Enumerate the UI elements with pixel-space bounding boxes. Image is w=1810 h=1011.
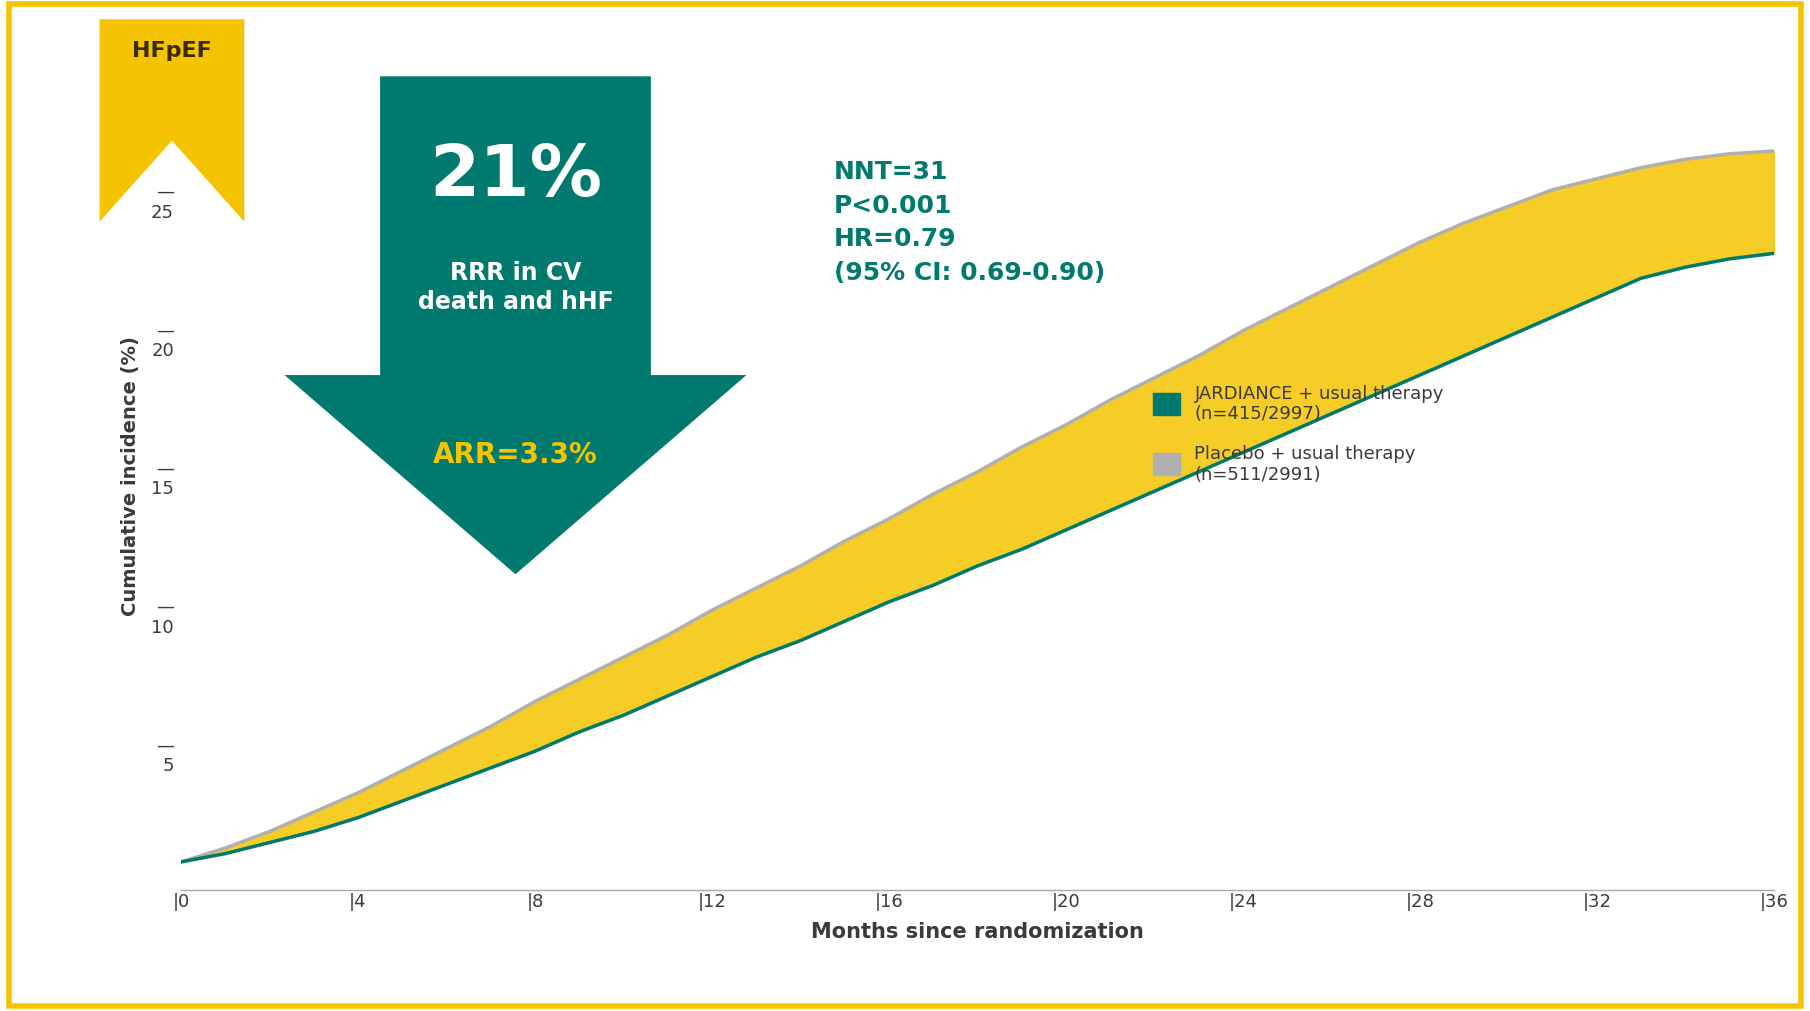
Y-axis label: Cumulative incidence (%): Cumulative incidence (%) <box>121 336 139 615</box>
Text: ARR=3.3%: ARR=3.3% <box>433 441 597 469</box>
Text: RRR in CV
death and hHF: RRR in CV death and hHF <box>418 260 614 314</box>
Legend: JARDIANCE + usual therapy
(n=415/2997), Placebo + usual therapy
(n=511/2991): JARDIANCE + usual therapy (n=415/2997), … <box>1146 377 1452 490</box>
X-axis label: Months since randomization: Months since randomization <box>811 922 1144 941</box>
Text: HFpEF: HFpEF <box>132 40 212 61</box>
Text: 21%: 21% <box>429 142 603 210</box>
Text: NNT=31
P<0.001
HR=0.79
(95% CI: 0.69-0.90): NNT=31 P<0.001 HR=0.79 (95% CI: 0.69-0.9… <box>834 160 1106 284</box>
